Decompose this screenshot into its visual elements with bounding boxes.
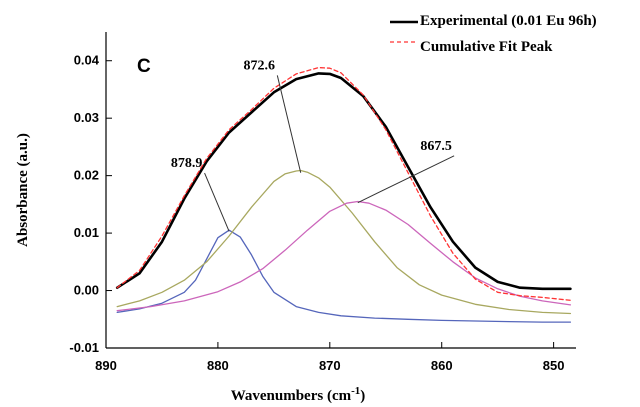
x-axis-title: Wavenumbers (cm-1) bbox=[231, 385, 366, 404]
legend-label-cumulative-fit: Cumulative Fit Peak bbox=[420, 39, 553, 55]
y-tick-label: 0.03 bbox=[74, 110, 99, 125]
legend-label-experimental: Experimental (0.01 Eu 96h) bbox=[420, 13, 597, 29]
y-tick-label: 0.00 bbox=[74, 283, 99, 298]
peak-leader-line bbox=[204, 172, 230, 232]
y-axis-ticks: -0.01 0.00 0.01 0.02 0.03 0.04 bbox=[69, 53, 112, 355]
y-tick-label: -0.01 bbox=[69, 340, 99, 355]
y-tick-label: 0.01 bbox=[74, 225, 99, 240]
y-tick-label: 0.04 bbox=[74, 53, 100, 68]
series-peak-878-9 bbox=[116, 229, 572, 323]
x-tick-label: 850 bbox=[543, 358, 565, 373]
x-tick-label: 880 bbox=[207, 358, 229, 373]
peak-leader-line bbox=[357, 155, 455, 204]
peak-label: 867.5 bbox=[420, 139, 452, 154]
plot-area bbox=[115, 66, 572, 323]
panel-label: C bbox=[137, 56, 151, 77]
x-axis-ticks: 890 880 870 860 850 bbox=[95, 342, 564, 373]
series-cumulative-fit bbox=[116, 66, 572, 301]
peak-label: 872.6 bbox=[244, 58, 276, 73]
series-peak-872-6 bbox=[116, 169, 572, 315]
x-axis-title-close: ) bbox=[360, 388, 365, 404]
y-axis-title: Absorbance (a.u.) bbox=[15, 133, 31, 247]
x-axis-title-main: Wavenumbers (cm bbox=[231, 388, 352, 404]
x-tick-label: 860 bbox=[431, 358, 453, 373]
legend: Experimental (0.01 Eu 96h) Cumulative Fi… bbox=[390, 13, 597, 55]
x-tick-label: 890 bbox=[95, 358, 117, 373]
x-axis-title-superscript: -1 bbox=[351, 385, 360, 397]
series-peak-867-5 bbox=[116, 200, 572, 312]
peak-label: 878.9 bbox=[171, 156, 203, 171]
peak-annotations: 878.9 872.6 867.5 bbox=[171, 58, 455, 232]
series-experimental bbox=[115, 72, 572, 291]
x-tick-label: 870 bbox=[319, 358, 341, 373]
y-tick-label: 0.02 bbox=[74, 168, 99, 183]
peak-leader-line bbox=[276, 75, 302, 173]
